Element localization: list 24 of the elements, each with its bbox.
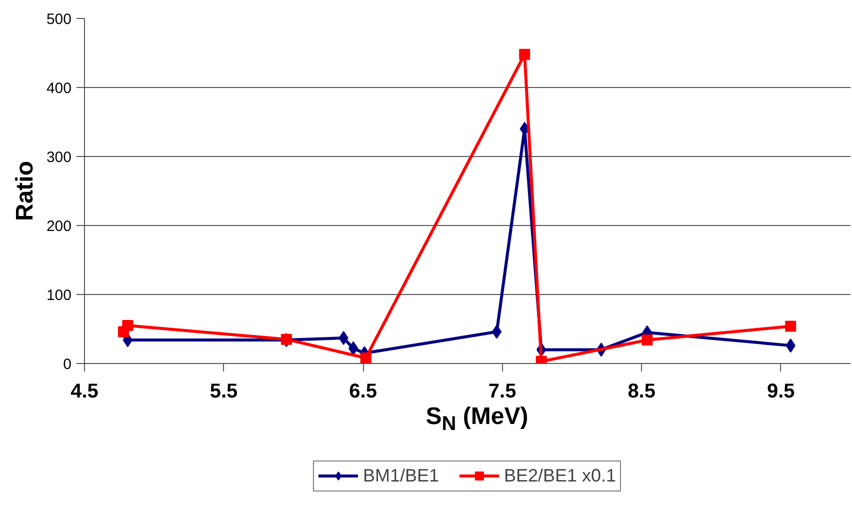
y-tick-label: 0	[63, 356, 72, 373]
x-tick-label: 8.5	[628, 380, 656, 402]
point	[348, 341, 358, 356]
y-tick-label: 200	[46, 218, 72, 235]
point	[492, 324, 502, 339]
point	[280, 334, 292, 345]
x-tick-label: 9.5	[766, 380, 795, 402]
legend-label: BE2/BE1 x0.1	[504, 465, 616, 486]
x-tick-label: 5.5	[210, 380, 238, 402]
y-tick-label: 300	[46, 149, 72, 166]
point	[519, 48, 530, 60]
point	[642, 334, 653, 346]
x-tick-label: 6.5	[349, 380, 377, 402]
x-axis-title: S$_{N}$ (MeV)	[426, 403, 528, 435]
point	[785, 320, 796, 332]
x-tick-label: 4.5	[70, 380, 98, 402]
point	[360, 352, 372, 364]
y-tick-label: 100	[46, 287, 72, 304]
point	[122, 320, 134, 332]
y-tick-label: 400	[46, 80, 72, 97]
legend-label: BM1/BE1	[362, 465, 439, 486]
x-tick-label: 7.5	[488, 380, 516, 402]
y-axis-title: Ratio	[11, 161, 38, 221]
y-tick-label: 500	[46, 11, 72, 28]
